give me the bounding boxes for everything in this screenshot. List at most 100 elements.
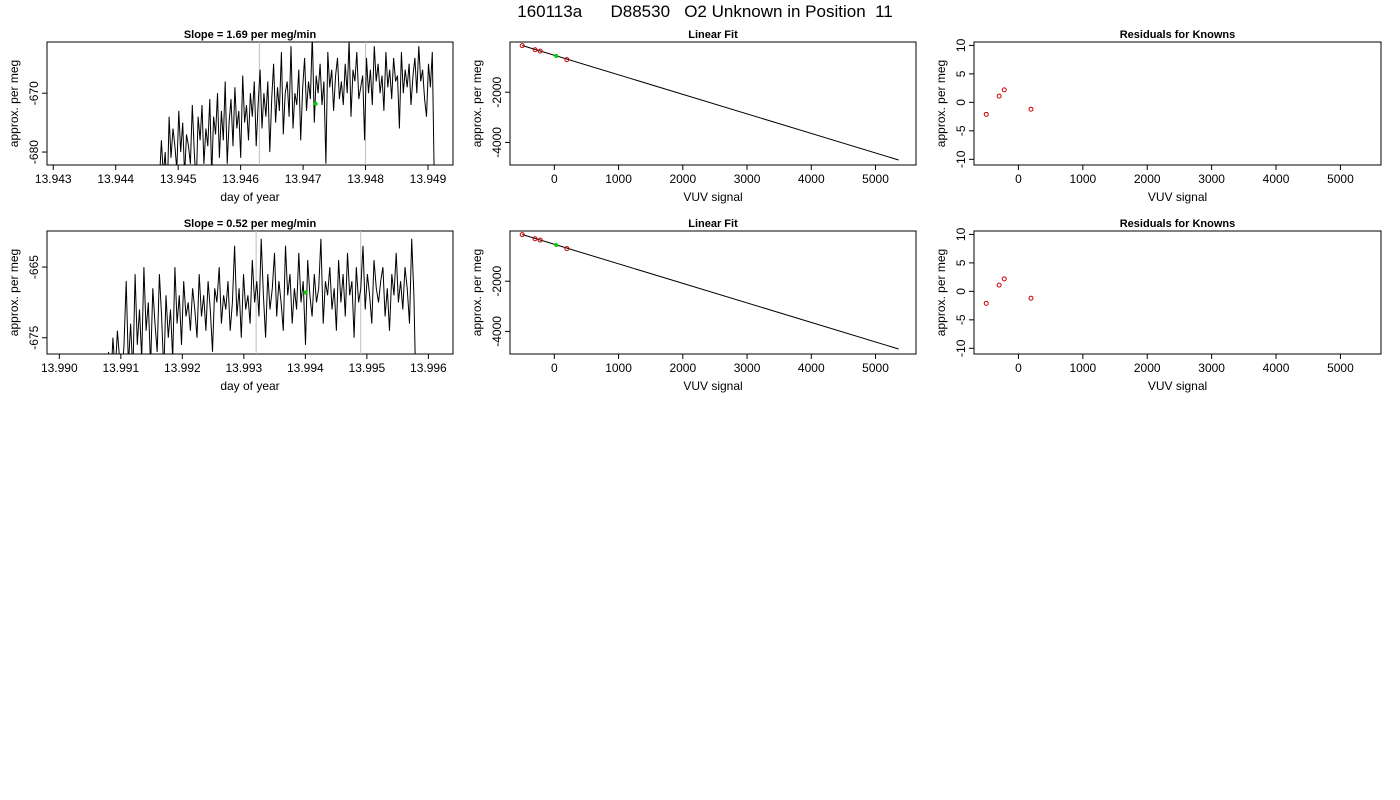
y-tick-label: 10 xyxy=(954,227,968,241)
known-point xyxy=(996,282,1002,288)
x-tick-label: 13.945 xyxy=(160,172,197,186)
x-tick-label: 1000 xyxy=(1069,172,1096,186)
y-axis-label: approx. per meg xyxy=(7,249,21,336)
x-tick-label: 0 xyxy=(551,361,558,375)
y-tick-label: -680 xyxy=(27,140,41,164)
chart-title: Linear Fit xyxy=(688,29,738,41)
x-tick-label: 2000 xyxy=(669,361,696,375)
fit-line xyxy=(522,45,899,161)
x-tick-label: 13.996 xyxy=(410,361,447,375)
x-tick-label: 5000 xyxy=(862,361,889,375)
y-tick-label: -675 xyxy=(27,325,41,349)
y-axis-label: approx. per meg xyxy=(470,249,484,336)
plot-frame xyxy=(509,230,917,355)
known-point xyxy=(996,93,1002,99)
chart-title: Residuals for Knowns xyxy=(1120,29,1236,41)
x-axis-label: VUV signal xyxy=(1148,379,1207,393)
chart-title: Slope = 0.52 per meg/min xyxy=(184,218,317,230)
known-point xyxy=(537,237,543,243)
known-point xyxy=(564,246,570,252)
x-axis-label: day of year xyxy=(220,379,279,393)
plot-area xyxy=(519,43,899,161)
plot-area xyxy=(983,87,1034,117)
x-tick-label: 5000 xyxy=(862,172,889,186)
data-trace xyxy=(159,42,435,165)
x-axis-label: day of year xyxy=(220,190,279,204)
known-point xyxy=(532,236,538,242)
y-tick-label: 10 xyxy=(954,38,968,52)
y-tick-label: -4000 xyxy=(490,127,504,158)
x-tick-label: 13.948 xyxy=(347,172,384,186)
x-tick-label: 4000 xyxy=(1263,172,1290,186)
unknown-point xyxy=(313,101,318,106)
plot-frame xyxy=(46,230,454,355)
known-point xyxy=(519,232,525,238)
x-tick-label: 2000 xyxy=(1134,361,1161,375)
y-tick-label: -5 xyxy=(954,314,968,325)
y-axis-label: approx. per meg xyxy=(470,60,484,147)
x-tick-label: 13.949 xyxy=(410,172,447,186)
x-axis-label: VUV signal xyxy=(683,379,742,393)
x-tick-label: 3000 xyxy=(734,361,761,375)
plot-area xyxy=(983,276,1034,306)
x-tick-label: 0 xyxy=(551,172,558,186)
chart-panel-3: Residuals for Knowns 0 1000 2000 3000 4000 500… xyxy=(934,29,1382,204)
known-point xyxy=(564,57,570,63)
known-point xyxy=(983,111,989,117)
x-axis-label: VUV signal xyxy=(683,190,742,204)
x-tick-label: 3000 xyxy=(734,172,761,186)
x-axis-label: VUV signal xyxy=(1148,190,1207,204)
chart-title: Slope = 1.69 per meg/min xyxy=(184,29,317,41)
x-tick-label: 1000 xyxy=(1069,361,1096,375)
x-tick-label: 13.991 xyxy=(102,361,139,375)
x-tick-label: 5000 xyxy=(1327,361,1354,375)
x-tick-label: 1000 xyxy=(605,172,632,186)
y-tick-label: 5 xyxy=(954,259,968,266)
y-axis-label: approx. per meg xyxy=(934,60,948,147)
unknown-point xyxy=(554,243,559,248)
y-tick-label: -10 xyxy=(954,339,968,357)
known-point xyxy=(532,47,538,53)
chart-panel-1: Slope = 1.69 per meg/min 13.943 13.944 13.9… xyxy=(7,29,454,204)
plot-frame xyxy=(509,41,917,166)
plot-area xyxy=(108,231,416,354)
x-tick-label: 3000 xyxy=(1198,361,1225,375)
plot-area xyxy=(159,42,435,165)
known-point xyxy=(537,48,543,54)
y-tick-label: 0 xyxy=(954,99,968,106)
x-tick-label: 13.993 xyxy=(225,361,262,375)
y-tick-label: 5 xyxy=(954,70,968,77)
plot-frame xyxy=(973,41,1382,166)
x-tick-label: 13.994 xyxy=(287,361,324,375)
x-tick-label: 13.990 xyxy=(41,361,78,375)
y-tick-label: -4000 xyxy=(490,316,504,347)
known-point xyxy=(1028,295,1034,301)
y-tick-label: 0 xyxy=(954,288,968,295)
plot-area xyxy=(519,232,899,350)
chart-panel-2: Linear Fit 0 1000 2000 3000 4000 5000 -4000 -200… xyxy=(470,29,917,204)
y-tick-label: -5 xyxy=(954,125,968,136)
x-tick-label: 0 xyxy=(1015,172,1022,186)
page-title: 160113a D88530 O2 Unknown in Position 11 xyxy=(517,2,893,21)
x-tick-label: 13.992 xyxy=(164,361,201,375)
chart-panel-4: Slope = 0.52 per meg/min 13.990 13.991 13.9… xyxy=(7,218,454,393)
chart-panel-5: Linear Fit 0 1000 2000 3000 4000 5000 -4000 -200… xyxy=(470,218,917,393)
x-tick-label: 1000 xyxy=(605,361,632,375)
y-tick-label: -2000 xyxy=(490,266,504,297)
y-axis-label: approx. per meg xyxy=(7,60,21,147)
x-tick-label: 13.995 xyxy=(349,361,386,375)
known-point xyxy=(1001,276,1007,282)
known-point xyxy=(983,300,989,306)
unknown-point xyxy=(303,290,308,295)
data-trace xyxy=(108,238,416,354)
plot-frame xyxy=(46,41,454,166)
unknown-point xyxy=(554,54,559,59)
fit-line xyxy=(522,234,899,350)
chart-title: Linear Fit xyxy=(688,218,738,230)
x-tick-label: 3000 xyxy=(1198,172,1225,186)
x-tick-label: 13.947 xyxy=(285,172,322,186)
x-tick-label: 4000 xyxy=(798,361,825,375)
known-point xyxy=(1001,87,1007,93)
chart-title: Residuals for Knowns xyxy=(1120,218,1236,230)
